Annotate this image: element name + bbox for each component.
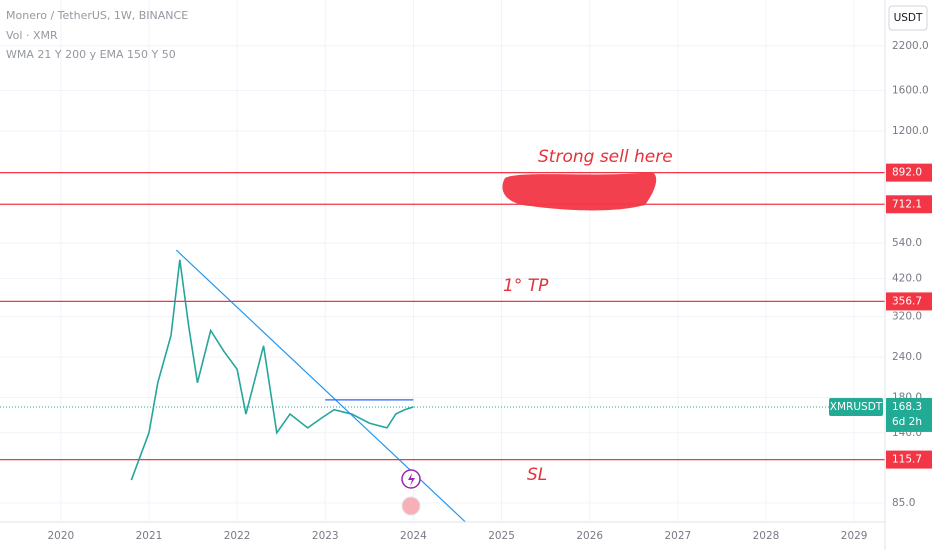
symbol-tag bbox=[829, 397, 883, 416]
y-tick-label: 420.0 bbox=[892, 272, 922, 284]
scribble bbox=[502, 172, 657, 211]
legend-indicator: WMA 21 Y 200 y EMA 150 Y 50 bbox=[6, 48, 176, 61]
x-tick-label: 2020 bbox=[47, 530, 74, 542]
y-tick-label: 540.0 bbox=[892, 237, 922, 249]
x-tick-label: 2021 bbox=[136, 530, 163, 542]
annotation: Strong sell here bbox=[538, 147, 673, 167]
currency[interactable]: USDT bbox=[894, 12, 923, 24]
y-tick-label: 1600.0 bbox=[892, 85, 929, 97]
annotation: SL bbox=[527, 465, 547, 485]
y-tick-label: 2200.0 bbox=[892, 40, 929, 52]
x-tick-label: 2028 bbox=[753, 530, 780, 542]
annotation: 1° TP bbox=[503, 276, 549, 296]
y-tick-label: 240.0 bbox=[892, 351, 922, 363]
countdown-label: 6d 2h bbox=[892, 416, 922, 428]
price-label: 168.3 bbox=[892, 401, 922, 413]
event-icon[interactable] bbox=[401, 496, 421, 516]
level-label: 356.7 bbox=[892, 295, 922, 307]
y-tick-label: 85.0 bbox=[892, 497, 915, 509]
legend-title: Monero / TetherUS, 1W, BINANCE bbox=[6, 9, 188, 22]
level-tag bbox=[886, 195, 932, 214]
event-icon-bolt bbox=[408, 473, 415, 486]
level-label: 115.7 bbox=[892, 454, 922, 466]
x-tick-label: 2026 bbox=[576, 530, 603, 542]
level-tag bbox=[886, 292, 932, 311]
grid bbox=[0, 0, 885, 522]
x-tick-label: 2024 bbox=[400, 530, 427, 542]
level-tag bbox=[886, 163, 932, 182]
plot bbox=[0, 172, 885, 523]
symbol-label: XMRUSDT bbox=[830, 401, 883, 413]
x-tick-label: 2022 bbox=[224, 530, 251, 542]
level-label: 892.0 bbox=[892, 167, 922, 179]
level-tag bbox=[886, 450, 932, 469]
price-tag bbox=[886, 397, 932, 432]
x-tick-label: 2025 bbox=[488, 530, 515, 542]
legend-indicator: Vol · XMR bbox=[6, 29, 58, 42]
x-tick-label: 2023 bbox=[312, 530, 339, 542]
y-tick-label: 1200.0 bbox=[892, 125, 929, 137]
y-tick-label: 320.0 bbox=[892, 311, 922, 323]
x-tick-label: 2027 bbox=[664, 530, 691, 542]
currency-button[interactable] bbox=[888, 5, 928, 31]
level-label: 712.1 bbox=[892, 198, 922, 210]
series-line bbox=[130, 259, 414, 481]
x-tick-label: 2029 bbox=[841, 530, 868, 542]
